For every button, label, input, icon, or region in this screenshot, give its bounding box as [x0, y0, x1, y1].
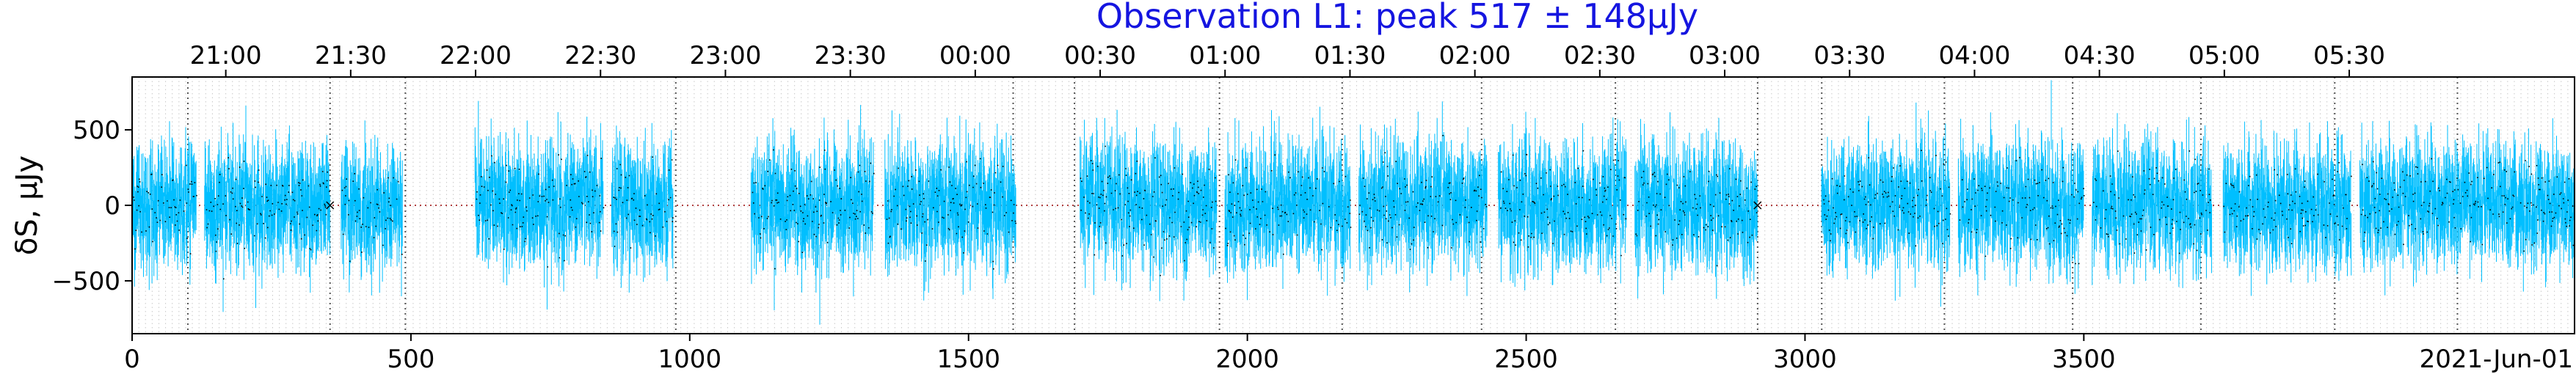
top-time-axis: 21:00 21:30 22:00 22:30 23:00 23:30 00:00 00:30… — [190, 41, 2385, 77]
y-tick-label: 500 — [73, 116, 120, 145]
cross-marker — [1753, 201, 1762, 210]
bottom-x-axis: 0 500 1000 1500 2000 2500 3000 3500 — [124, 334, 2116, 374]
top-tick-label: 05:30 — [2313, 41, 2385, 70]
x-tick-label: 1000 — [658, 345, 722, 374]
y-tick-label: 0 — [104, 191, 120, 221]
x-tick-label: 3500 — [2052, 345, 2116, 374]
y-tick-label: −500 — [52, 267, 120, 296]
top-tick-label: 22:30 — [564, 41, 636, 70]
top-tick-label: 21:00 — [190, 41, 262, 70]
top-tick-label: 02:30 — [1564, 41, 1636, 70]
x-tick-label: 0 — [124, 345, 140, 374]
top-tick-label: 02:00 — [1439, 41, 1511, 70]
top-tick-label: 04:00 — [1938, 41, 2010, 70]
chart-title: Observation L1: peak 517 ± 148μJy — [1096, 0, 1698, 36]
cross-marker — [326, 201, 335, 210]
x-tick-label: 2000 — [1215, 345, 1279, 374]
top-tick-label: 21:30 — [315, 41, 387, 70]
top-tick-label: 00:00 — [939, 41, 1011, 70]
x-tick-label: 500 — [387, 345, 434, 374]
top-tick-label: 05:00 — [2188, 41, 2260, 70]
top-tick-label: 04:30 — [2064, 41, 2136, 70]
x-tick-label: 3000 — [1773, 345, 1837, 374]
data-series — [132, 80, 2575, 325]
top-tick-label: 00:30 — [1064, 41, 1136, 70]
top-tick-label: 03:30 — [1813, 41, 1885, 70]
y-axis: −500 0 500 — [52, 116, 132, 296]
top-tick-label: 01:30 — [1314, 41, 1386, 70]
top-tick-label: 01:00 — [1189, 41, 1261, 70]
error-bars — [132, 80, 2575, 325]
data-points — [133, 135, 2575, 280]
top-tick-label: 03:00 — [1689, 41, 1761, 70]
top-tick-label: 22:00 — [440, 41, 512, 70]
top-tick-label: 23:00 — [689, 41, 761, 70]
y-axis-label: δS, μJy — [10, 155, 44, 255]
x-tick-label: 1500 — [936, 345, 1000, 374]
date-label: 2021-Jun-01 — [2420, 345, 2573, 374]
x-tick-label: 2500 — [1494, 345, 1558, 374]
top-tick-label: 23:30 — [815, 41, 887, 70]
